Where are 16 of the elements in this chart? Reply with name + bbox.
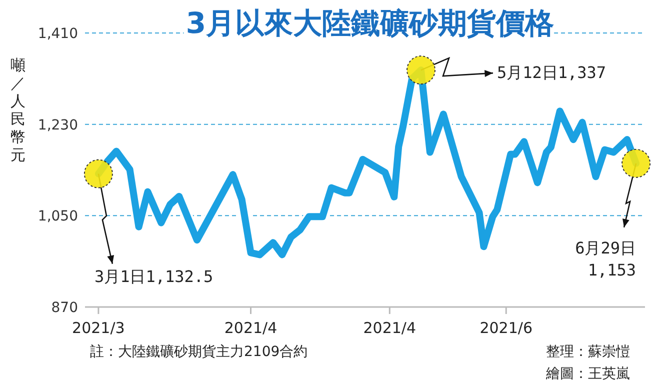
chart-title: 3月以來大陸鐵礦砂期貨價格 — [186, 6, 554, 40]
y-tick-label: 1,230 — [38, 117, 78, 134]
y-axis-title: 噸／人民幣元 — [10, 56, 26, 164]
x-tick-label: 2021/6 — [480, 319, 533, 337]
y-tick-label: 1,410 — [38, 26, 78, 42]
annotation: 6月29日 1,153 — [575, 238, 636, 280]
x-tick-label: 2021/3 — [72, 319, 125, 337]
y-tick-label: 870 — [51, 300, 78, 316]
annotation: 5月12日1,337 — [497, 63, 606, 82]
y-tick-label: 1,050 — [38, 208, 78, 225]
x-tick-label: 2021/4 — [224, 319, 278, 337]
text: 註：大陸鐵礦砂期貨主力2109合約 — [90, 344, 308, 360]
text: 繪圖：王英嵐 — [545, 366, 630, 382]
x-tick-label: 2021/4 — [363, 319, 416, 337]
annotation: 3月1日1,132.5 — [94, 266, 214, 286]
text: 整理：蘇崇愷 — [546, 344, 630, 360]
